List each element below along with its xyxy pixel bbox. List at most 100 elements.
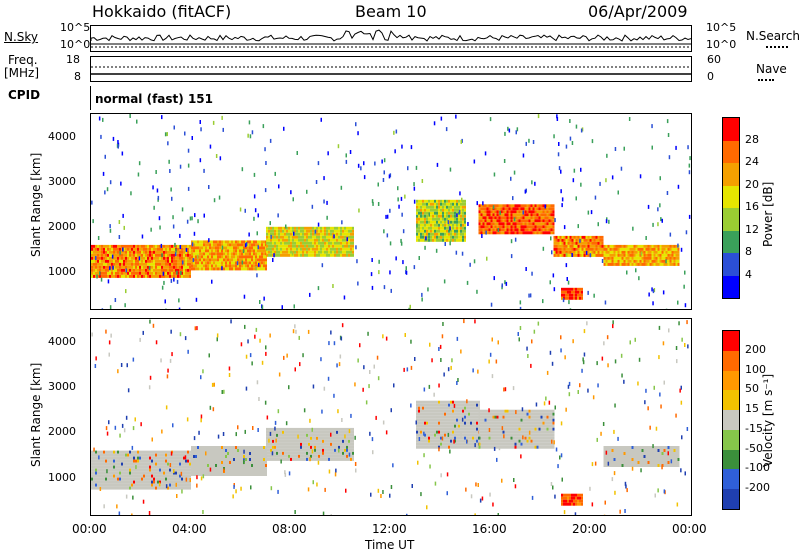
heatmap-cell: [422, 439, 424, 443]
heatmap-cell: [454, 214, 456, 218]
heatmap-cell: [330, 238, 332, 242]
heatmap-cell: [464, 217, 466, 221]
heatmap-cell: [344, 445, 346, 449]
heatmap-cell: [416, 232, 418, 236]
heatmap-cell: [418, 229, 420, 233]
heatmap-cell: [304, 436, 306, 440]
heatmap-cell: [241, 473, 243, 476]
heatmap-cell: [460, 430, 462, 434]
heatmap-cell: [452, 217, 454, 221]
heatmap-noise: [677, 300, 679, 305]
heatmap-cell: [265, 261, 267, 265]
heatmap-cell: [91, 244, 93, 248]
heatmap-cell: [522, 207, 525, 211]
heatmap-cell: [207, 461, 209, 464]
heatmap-cell: [259, 252, 261, 256]
heatmap-cell: [332, 457, 334, 461]
heatmap-cell: [282, 427, 284, 431]
heatmap-cell: [436, 235, 438, 239]
heatmap-cell: [225, 240, 227, 244]
heatmap-noise: [460, 139, 462, 144]
heatmap-cell: [440, 415, 442, 419]
heatmap-cell: [270, 253, 272, 257]
heatmap-cell: [460, 436, 462, 440]
heatmap-cell: [444, 208, 446, 212]
heatmap-cell: [450, 202, 452, 206]
heatmap-cell: [215, 249, 217, 253]
heatmap-cell: [284, 454, 286, 458]
heatmap-cell: [95, 468, 97, 472]
heatmap-cell: [145, 268, 147, 272]
heatmap-cell: [175, 271, 177, 275]
heatmap-cell: [322, 454, 324, 458]
heatmap-cell: [141, 268, 143, 272]
heatmap-cell: [300, 451, 302, 455]
heatmap-cell: [308, 232, 310, 236]
heatmap-cell: [428, 412, 430, 416]
heatmap-cell: [446, 220, 448, 224]
heatmap-cell: [137, 253, 139, 257]
heatmap-cell: [426, 430, 428, 434]
heatmap-cell: [137, 256, 139, 260]
heatmap-cell: [101, 262, 103, 266]
heatmap-cell: [133, 271, 135, 275]
heatmap-cell: [105, 250, 107, 254]
heatmap-cell: [131, 262, 133, 266]
heatmap-cell: [326, 454, 328, 458]
heatmap-cell: [561, 244, 564, 248]
heatmap-cell: [432, 235, 434, 239]
heatmap-cell: [456, 217, 458, 221]
heatmap-cell: [304, 457, 306, 461]
heatmap-cell: [310, 253, 312, 257]
heatmap-cell: [338, 445, 340, 449]
heatmap-cell: [213, 261, 215, 265]
heatmap-cell: [149, 465, 151, 469]
heatmap-cell: [105, 268, 107, 272]
heatmap-cell: [462, 424, 464, 428]
heatmap-cell: [456, 412, 458, 416]
heatmap-cell: [119, 471, 121, 475]
heatmap-cell: [663, 244, 666, 248]
heatmap-cell: [95, 477, 97, 481]
heatmap-cell: [101, 462, 103, 466]
heatmap-noise: [623, 146, 625, 151]
heatmap-cell: [183, 465, 185, 469]
heatmap-cell: [179, 453, 181, 457]
heatmap-cell: [161, 268, 163, 272]
heatmap-cell: [181, 256, 183, 260]
heatmap-noise: [106, 187, 109, 192]
heatmap-cell: [434, 433, 436, 437]
heatmap-cell: [139, 453, 141, 457]
heatmap-cell: [452, 220, 454, 224]
heatmap-noise: [461, 138, 463, 143]
heatmap-noise: [270, 234, 272, 239]
heatmap-noise: [241, 260, 244, 265]
power-colorbar-label: Power [dB]: [761, 181, 775, 247]
heatmap-cell: [239, 467, 241, 470]
heatmap-cell: [101, 465, 103, 469]
heatmap-cell: [450, 232, 452, 236]
heatmap-cell: [135, 253, 137, 257]
heatmap-cell: [107, 268, 109, 272]
heatmap-cell: [633, 244, 636, 248]
heatmap-cell: [217, 264, 219, 268]
heatmap-cell: [426, 223, 428, 227]
heatmap-cell: [663, 250, 666, 254]
heatmap-cell: [573, 250, 576, 254]
heatmap-cell: [127, 274, 129, 278]
heatmap-noise: [259, 300, 261, 304]
heatmap-cell: [579, 287, 581, 291]
heatmap-cell: [129, 456, 131, 460]
heatmap-cell: [434, 442, 436, 446]
heatmap-cell: [123, 450, 125, 454]
heatmap-cell: [145, 471, 147, 475]
heatmap-cell: [227, 446, 229, 449]
heatmap-cell: [217, 467, 219, 470]
heatmap-cell: [155, 450, 157, 454]
heatmap-noise: [95, 256, 97, 260]
heatmap-cell: [187, 247, 189, 251]
heatmap-noise: [120, 181, 122, 186]
heatmap-cell: [484, 204, 487, 208]
heatmap-cell: [179, 486, 181, 490]
heatmap-cell: [589, 244, 592, 248]
